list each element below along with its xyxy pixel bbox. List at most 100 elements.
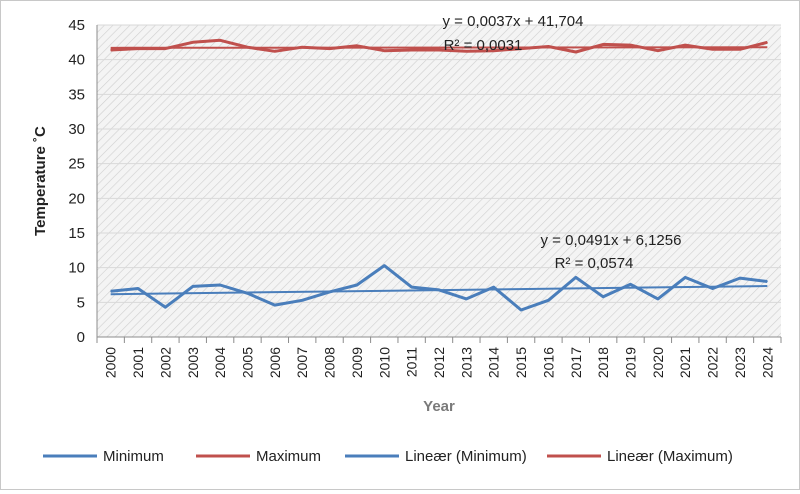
data-point xyxy=(383,265,385,267)
data-point xyxy=(411,286,413,288)
data-point xyxy=(657,50,659,52)
legend-item-linear-minimum: Lineær (Minimum) xyxy=(345,448,527,465)
legend-item-maximum: Maximum xyxy=(196,448,321,465)
y-tick-label: 30 xyxy=(68,121,85,138)
gridlines xyxy=(97,24,781,303)
trendline-r2-minimum: R² = 0,0574 xyxy=(555,255,634,272)
legend-label-maximum: Maximum xyxy=(256,448,321,465)
x-tick-label: 2011 xyxy=(404,347,420,377)
x-tick-label: 2000 xyxy=(103,347,119,378)
x-tick-label: 2003 xyxy=(185,347,201,378)
data-point xyxy=(657,298,659,300)
data-point xyxy=(356,284,358,286)
x-tick-label: 2019 xyxy=(623,347,639,378)
data-point xyxy=(465,298,467,300)
data-point xyxy=(192,41,194,43)
data-point xyxy=(246,46,248,48)
x-tick-label: 2022 xyxy=(705,347,721,378)
data-point xyxy=(192,285,194,287)
data-point xyxy=(219,284,221,286)
y-tick-label: 40 xyxy=(68,52,85,69)
data-point xyxy=(547,299,549,301)
y-tick-label: 35 xyxy=(68,86,85,103)
data-point xyxy=(547,45,549,47)
x-tick-label: 2002 xyxy=(157,347,173,378)
y-tick-label: 45 xyxy=(68,17,85,34)
y-tick-label: 10 xyxy=(68,260,85,277)
legend: Minimum Maximum Lineær (Minimum) Lineær … xyxy=(43,448,733,465)
data-point xyxy=(329,48,331,50)
legend-item-minimum: Minimum xyxy=(43,448,164,465)
x-tick-label: 2017 xyxy=(568,347,584,378)
data-point xyxy=(301,46,303,48)
data-point xyxy=(356,45,358,47)
data-point xyxy=(438,49,440,51)
x-tick-label: 2010 xyxy=(376,347,392,378)
data-point xyxy=(137,287,139,289)
legend-label-linear-maximum: Lineær (Maximum) xyxy=(607,448,733,465)
x-tick-label: 2008 xyxy=(322,347,338,378)
axes xyxy=(96,25,781,338)
legend-label-linear-minimum: Lineær (Minimum) xyxy=(405,448,527,465)
x-tick-label: 2007 xyxy=(294,347,310,378)
x-tick-label: 2009 xyxy=(349,347,365,378)
x-tick-label: 2021 xyxy=(677,347,693,378)
legend-item-linear-maximum: Lineær (Maximum) xyxy=(547,448,733,465)
data-point xyxy=(110,290,112,292)
x-tick-label: 2005 xyxy=(239,347,255,378)
data-point xyxy=(520,309,522,311)
y-tick-label: 0 xyxy=(77,329,85,346)
trendline-equation-minimum: y = 0,0491x + 6,1256 xyxy=(541,232,682,249)
x-axis-title: Year xyxy=(423,398,455,415)
x-tick-label: 2015 xyxy=(513,347,529,378)
data-point xyxy=(712,48,714,50)
data-point xyxy=(493,50,495,52)
y-tick-label: 5 xyxy=(77,294,85,311)
x-tick-label: 2013 xyxy=(458,347,474,378)
data-point xyxy=(301,299,303,301)
y-tick-label: 25 xyxy=(68,156,85,173)
data-point xyxy=(684,276,686,278)
data-point xyxy=(137,48,139,50)
y-tick-label: 20 xyxy=(68,190,85,207)
data-point xyxy=(164,306,166,308)
x-tick-label: 2024 xyxy=(759,347,775,378)
data-point xyxy=(766,41,768,43)
data-series xyxy=(110,38,768,312)
data-point xyxy=(164,48,166,50)
trendline-r2-maximum: R² = 0,0031 xyxy=(444,37,523,54)
x-tick-label: 2018 xyxy=(595,347,611,378)
x-tick-label: 2014 xyxy=(486,347,502,378)
legend-label-minimum: Minimum xyxy=(103,448,164,465)
data-point xyxy=(246,292,248,294)
x-tick-label: 2012 xyxy=(431,347,447,378)
data-point xyxy=(739,277,741,279)
data-point xyxy=(684,44,686,46)
data-point xyxy=(493,286,495,288)
data-point xyxy=(274,304,276,306)
data-point xyxy=(219,39,221,41)
data-point xyxy=(630,283,632,285)
data-point xyxy=(575,276,577,278)
x-tick-label: 2023 xyxy=(732,347,748,378)
x-tick-label: 2020 xyxy=(650,347,666,378)
data-point xyxy=(383,50,385,52)
x-tick-label: 2004 xyxy=(212,347,228,378)
data-point xyxy=(766,281,768,283)
trendline-equation-maximum: y = 0,0037x + 41,704 xyxy=(443,13,584,30)
data-point xyxy=(739,48,741,50)
data-point xyxy=(329,291,331,293)
y-axis-ticks: 0 5 10 15 20 25 30 35 40 45 xyxy=(68,17,85,346)
data-point xyxy=(520,48,522,50)
data-point xyxy=(630,44,632,46)
trendline xyxy=(110,46,768,49)
data-point xyxy=(602,296,604,298)
data-point xyxy=(411,49,413,51)
y-tick-label: 15 xyxy=(68,225,85,242)
data-point xyxy=(602,43,604,45)
x-tick-label: 2006 xyxy=(267,347,283,378)
x-tick-label: 2001 xyxy=(130,347,146,378)
data-point xyxy=(438,289,440,291)
